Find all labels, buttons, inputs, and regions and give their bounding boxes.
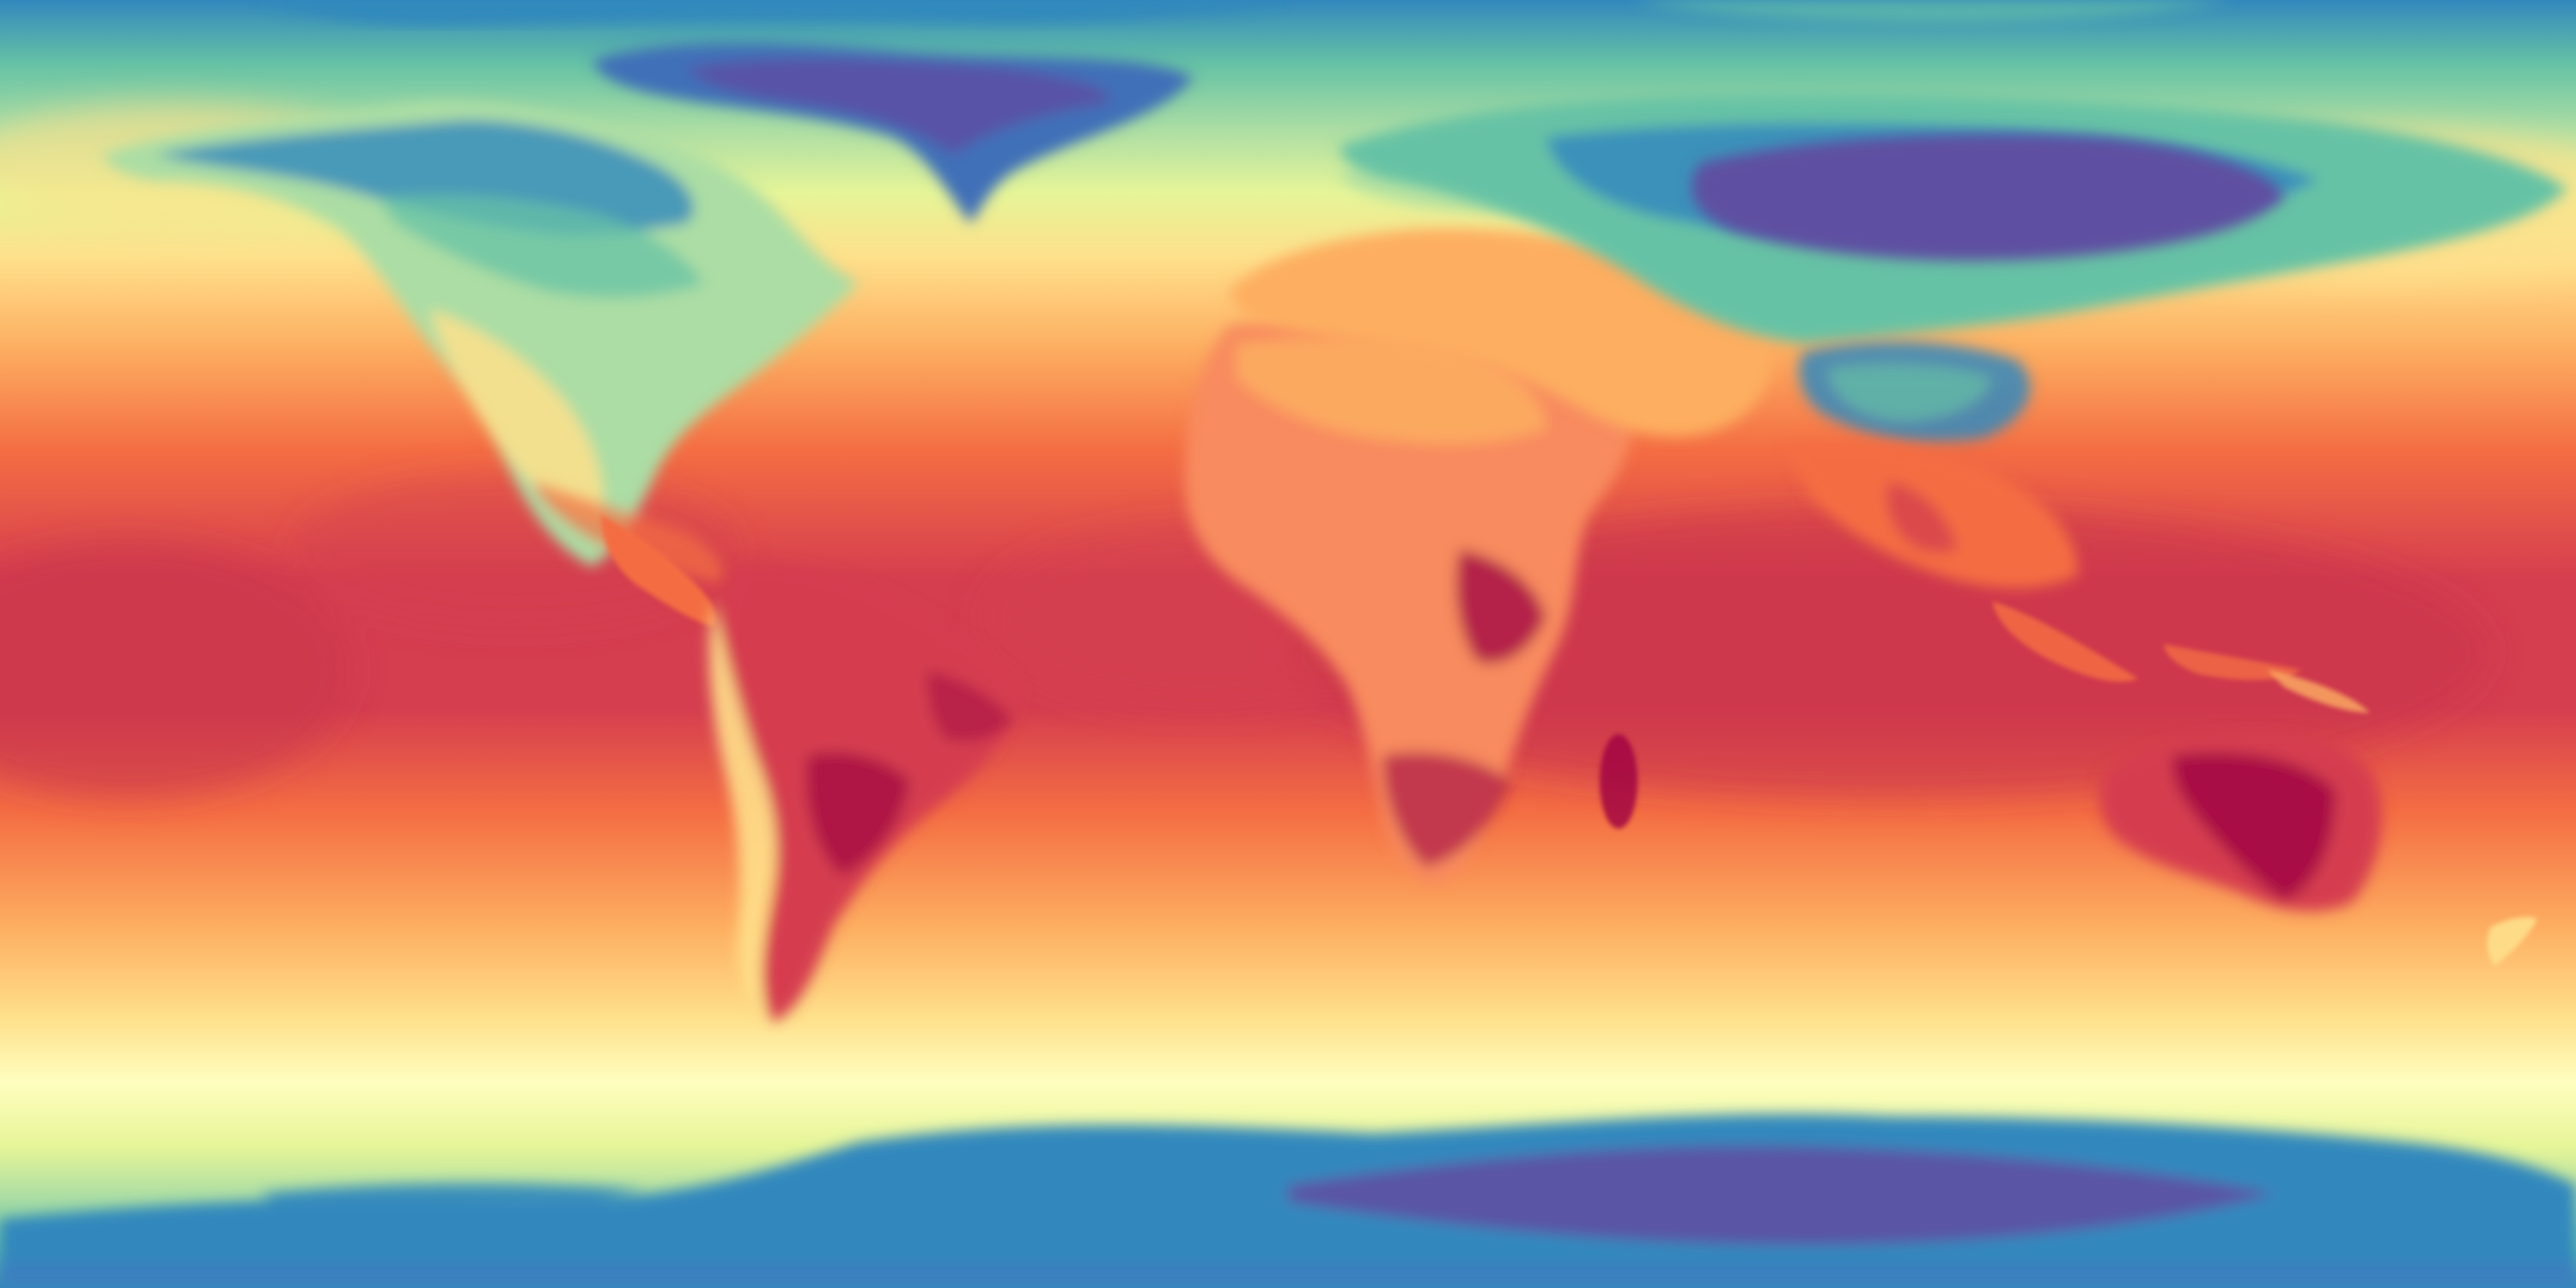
maritime-continent xyxy=(1992,601,2370,713)
madagascar-land xyxy=(1600,734,1637,829)
new-zealand-land xyxy=(2487,917,2537,966)
antarctica-land xyxy=(0,1114,2576,1288)
tibetan-plateau xyxy=(1799,341,2031,441)
south-asia-land xyxy=(1786,443,2078,588)
north-america-land xyxy=(103,100,859,584)
greenland-land xyxy=(592,43,1194,223)
africa-land xyxy=(1185,313,1633,884)
siberia-cold-core xyxy=(1692,134,2284,261)
australia-land xyxy=(2099,732,2382,911)
arctic-ocean xyxy=(258,0,2233,26)
south-america-land xyxy=(708,564,1022,1022)
tropical-warm-band xyxy=(0,472,2490,799)
central-america-land xyxy=(601,515,716,627)
